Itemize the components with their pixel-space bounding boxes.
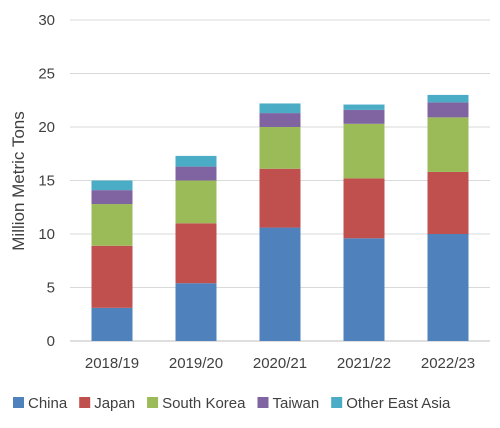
- y-tick-label: 20: [38, 119, 55, 136]
- y-axis-ticks: 0 5 10 15 20 25 30: [38, 12, 55, 350]
- y-tick-label: 25: [38, 66, 55, 83]
- bar-segment: [175, 223, 217, 284]
- bar-segment: [427, 171, 469, 234]
- bar-segment: [175, 180, 217, 224]
- y-tick-label: 5: [47, 280, 55, 297]
- bar-segment: [175, 283, 217, 341]
- legend-item: South Korea: [147, 395, 246, 412]
- legend-item: Japan: [79, 395, 135, 412]
- x-tick-label: 2022/23: [421, 355, 475, 372]
- bar-segment: [427, 117, 469, 172]
- bar-segment: [91, 180, 133, 191]
- y-tick-label: 30: [38, 12, 55, 29]
- legend-label: Other East Asia: [346, 395, 451, 412]
- y-tick-label: 10: [38, 226, 55, 243]
- bar-segment: [427, 94, 469, 103]
- x-tick-label: 2018/19: [85, 355, 139, 372]
- legend-swatch: [147, 397, 159, 408]
- legend-item: Other East Asia: [331, 395, 451, 412]
- bar-segment: [259, 127, 301, 169]
- y-tick-label: 15: [38, 173, 55, 190]
- bar-segment: [175, 155, 217, 167]
- legend-swatch: [257, 397, 269, 408]
- bar-segment: [175, 166, 217, 181]
- legend: China Japan South Korea Taiwan Other East As…: [13, 395, 451, 412]
- bar-segment: [427, 102, 469, 118]
- bar-segment: [91, 190, 133, 205]
- y-axis-title: Million Metric Tons: [9, 111, 28, 251]
- bars: [91, 94, 469, 341]
- legend-swatch: [13, 397, 24, 408]
- y-tick-label: 0: [47, 333, 55, 350]
- bar-segment: [343, 123, 385, 179]
- legend-label: Japan: [94, 395, 135, 412]
- bar-segment: [91, 245, 133, 308]
- bar-segment: [343, 178, 385, 239]
- bar-segment: [343, 104, 385, 110]
- x-tick-label: 2021/22: [337, 355, 391, 372]
- bar-segment: [259, 227, 301, 341]
- bar-segment: [259, 103, 301, 114]
- legend-swatch: [79, 397, 91, 408]
- bar-segment: [343, 109, 385, 124]
- legend-label: South Korea: [162, 395, 246, 412]
- bar-segment: [343, 238, 385, 341]
- x-tick-label: 2019/20: [169, 355, 223, 372]
- legend-label: China: [28, 395, 68, 412]
- legend-swatch: [331, 397, 343, 408]
- bar-segment: [91, 307, 133, 341]
- bar-segment: [259, 168, 301, 228]
- bar-segment: [91, 204, 133, 246]
- x-axis-ticks: 2018/19 2019/20 2020/21 2021/22 2022/23: [85, 355, 475, 372]
- legend-label: Taiwan: [272, 395, 319, 412]
- bar-segment: [259, 113, 301, 127]
- legend-item: Taiwan: [257, 395, 319, 412]
- bar-segment: [427, 234, 469, 341]
- x-tick-label: 2020/21: [253, 355, 307, 372]
- legend-item: China: [13, 395, 68, 412]
